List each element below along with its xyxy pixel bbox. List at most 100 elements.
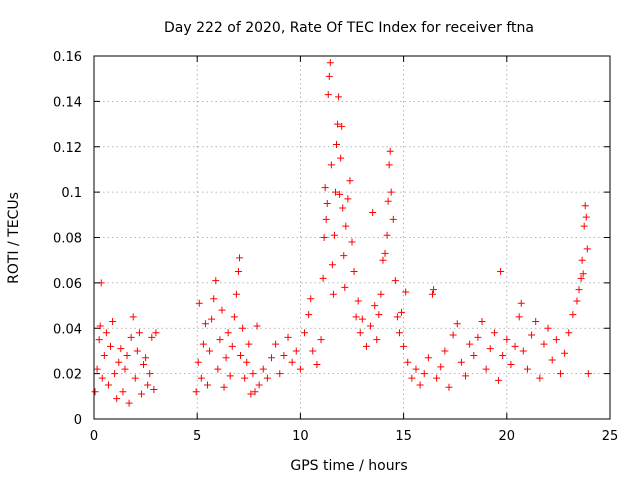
data-point <box>400 342 408 350</box>
data-points <box>91 59 592 407</box>
data-point <box>329 290 337 298</box>
x-axis-label: GPS time / hours <box>290 458 407 474</box>
data-point <box>424 354 432 362</box>
data-point <box>232 290 240 298</box>
data-point <box>253 322 261 330</box>
data-point <box>573 297 581 305</box>
data-point <box>495 376 503 384</box>
data-point <box>129 313 137 321</box>
data-point <box>330 231 338 239</box>
data-point <box>331 188 339 196</box>
data-point <box>309 347 317 355</box>
y-tick-label: 0.02 <box>53 368 82 383</box>
data-point <box>195 299 203 307</box>
data-point <box>497 268 505 276</box>
data-point <box>320 234 328 241</box>
data-point <box>523 365 531 373</box>
data-point <box>430 286 438 294</box>
data-point <box>412 365 420 373</box>
data-point <box>220 383 228 391</box>
data-point <box>565 329 573 337</box>
data-point <box>226 372 234 380</box>
data-point <box>192 388 200 396</box>
data-point <box>580 222 588 230</box>
data-point <box>335 93 343 101</box>
data-point <box>384 197 392 205</box>
data-point <box>528 331 536 339</box>
data-point <box>575 286 583 294</box>
data-point <box>239 324 247 332</box>
data-point <box>328 261 336 269</box>
data-point <box>416 381 424 389</box>
y-tick-label: 0 <box>74 413 82 428</box>
data-point <box>234 268 242 276</box>
data-point <box>402 288 410 296</box>
chart-title: Day 222 of 2020, Rate Of TEC Index for r… <box>164 20 534 36</box>
data-point <box>352 313 360 321</box>
data-point <box>91 388 99 396</box>
data-point <box>292 347 300 355</box>
data-point <box>237 351 245 359</box>
y-tick-label: 0.16 <box>53 50 82 65</box>
data-point <box>536 374 544 382</box>
data-point <box>322 215 330 223</box>
data-point <box>150 386 158 394</box>
data-point <box>325 72 333 80</box>
data-point <box>453 320 461 328</box>
data-point <box>142 354 150 362</box>
data-point <box>387 188 395 196</box>
data-point <box>123 351 131 359</box>
data-point <box>356 329 364 337</box>
data-point <box>249 370 257 378</box>
data-point <box>556 370 564 378</box>
data-point <box>338 122 346 130</box>
data-point <box>584 370 592 378</box>
data-point <box>214 365 222 373</box>
data-point <box>208 315 216 323</box>
data-point <box>582 213 590 221</box>
data-point <box>375 311 383 319</box>
data-point <box>340 252 348 260</box>
data-point <box>381 249 389 257</box>
data-point <box>369 209 377 217</box>
data-point <box>583 245 591 253</box>
data-point <box>577 274 585 282</box>
data-point <box>206 347 214 355</box>
data-point <box>569 311 577 319</box>
data-point <box>107 342 115 350</box>
y-tick-label: 0.14 <box>53 95 82 110</box>
data-point <box>445 383 453 391</box>
data-point <box>323 199 331 207</box>
data-point <box>362 342 370 350</box>
data-point <box>499 351 507 359</box>
data-point <box>100 351 108 359</box>
x-tick-label: 15 <box>395 429 412 444</box>
data-point <box>194 358 202 366</box>
data-point <box>548 356 556 364</box>
data-point <box>241 374 249 382</box>
data-point <box>272 340 280 348</box>
data-point <box>579 270 587 278</box>
data-point <box>127 333 135 341</box>
data-point <box>437 363 445 371</box>
data-point <box>515 313 523 321</box>
data-point <box>93 365 101 373</box>
data-point <box>255 381 263 389</box>
data-point <box>313 361 321 369</box>
data-point <box>104 381 112 389</box>
data-point <box>243 358 251 366</box>
data-point <box>284 333 292 341</box>
data-point <box>135 329 143 337</box>
data-point <box>317 336 325 344</box>
data-point <box>511 342 519 350</box>
data-point <box>379 256 387 264</box>
data-point <box>358 315 366 323</box>
data-point <box>140 361 148 369</box>
data-point <box>341 283 349 291</box>
data-point <box>395 329 403 337</box>
y-axis-label: ROTI / TECUs <box>6 192 22 284</box>
axis-ticks: 0 5 10 15 20 25 0 0.02 0.04 0.06 0.08 0.1 0.12 0.14 0.… <box>53 50 618 444</box>
data-point <box>474 333 482 341</box>
data-point <box>350 268 358 276</box>
data-point <box>433 374 441 382</box>
